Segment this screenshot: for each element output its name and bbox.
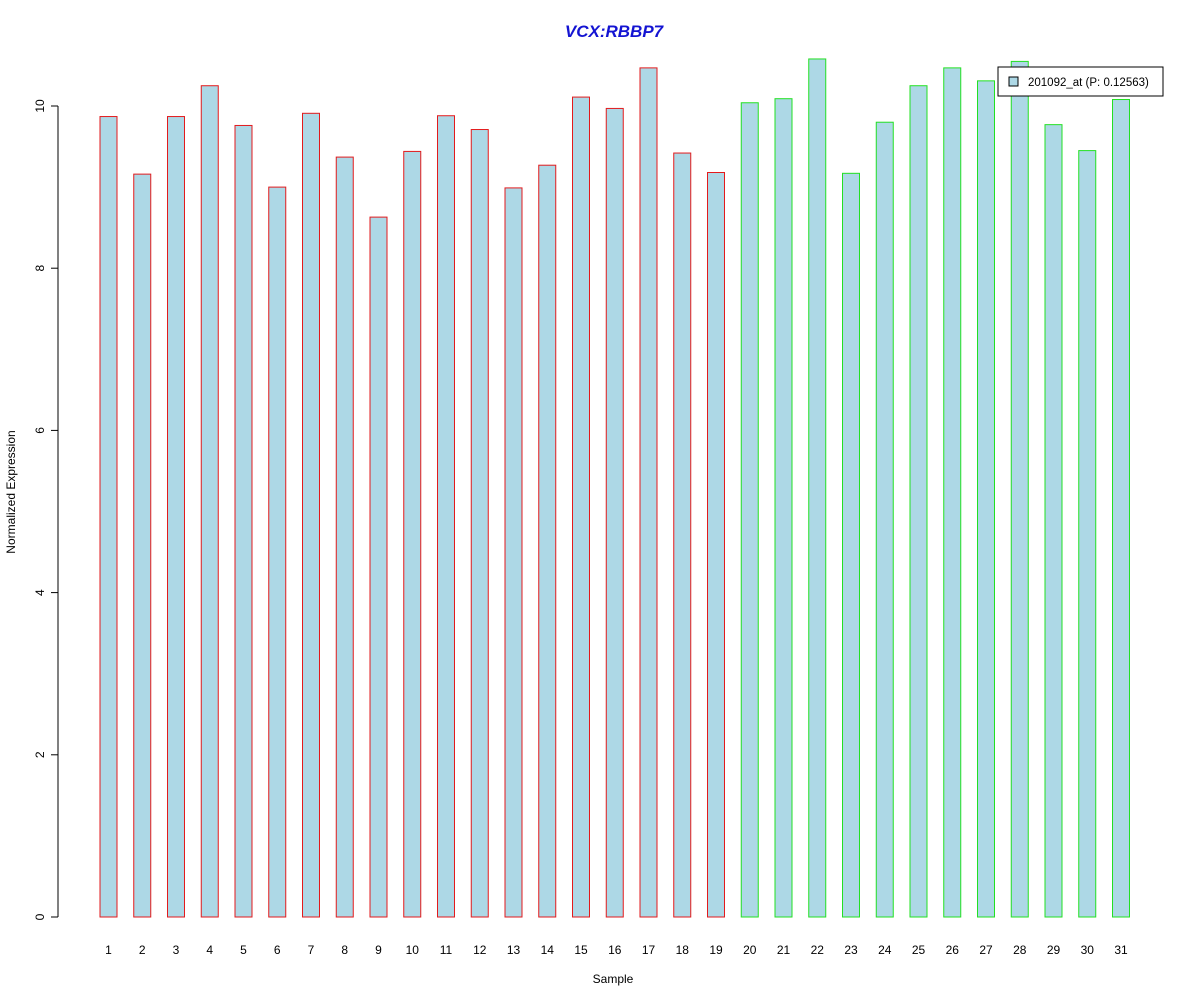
x-tick-label: 3 [173, 943, 180, 957]
x-tick-label: 24 [878, 943, 892, 957]
bar-sample-14 [538, 164, 557, 918]
x-tick-label: 4 [206, 943, 213, 957]
y-tick-label: 2 [33, 751, 47, 758]
y-tick-label: 10 [33, 99, 47, 113]
bar-sample-29 [1044, 124, 1063, 918]
bars-group [99, 58, 1130, 918]
bar-sample-3 [167, 116, 185, 918]
bar-sample-17 [639, 67, 658, 918]
bar-sample-22 [808, 58, 827, 918]
bar-sample-5 [234, 124, 253, 918]
bar-sample-12 [470, 129, 489, 918]
bar-sample-23 [842, 172, 860, 918]
y-axis-title: Normalized Expression [4, 430, 18, 553]
bar-sample-15 [572, 96, 590, 918]
x-tick-label: 1 [105, 943, 112, 957]
bar-sample-7 [302, 112, 320, 918]
y-tick-label: 8 [33, 265, 47, 272]
y-tick-label: 6 [33, 427, 47, 434]
x-tick-label: 17 [642, 943, 656, 957]
y-tick-label: 0 [33, 913, 47, 920]
x-tick-label: 21 [777, 943, 791, 957]
bar-sample-4 [200, 85, 219, 918]
x-tick-label: 28 [1013, 943, 1027, 957]
bar-sample-18 [673, 152, 692, 918]
legend-box [997, 66, 1164, 97]
bar-sample-19 [707, 172, 725, 918]
bar-sample-16 [605, 107, 624, 918]
x-tick-label: 9 [375, 943, 382, 957]
bar-sample-27 [977, 80, 995, 918]
bar-sample-24 [875, 121, 894, 918]
y-tick-label: 4 [33, 589, 47, 596]
x-tick-label: 22 [811, 943, 825, 957]
x-tick-label: 15 [574, 943, 588, 957]
bar-sample-20 [740, 102, 759, 918]
x-tick-label: 20 [743, 943, 757, 957]
bar-sample-13 [504, 187, 523, 918]
x-tick-label: 12 [473, 943, 487, 957]
x-axis-title: Sample [593, 972, 634, 986]
x-tick-label: 27 [979, 943, 993, 957]
x-tick-labels: 1 2 3 4 5 6 7 8 9 10 11 12 13 14 15 16 17 18 19 20 21 22 23 24 2… [105, 943, 1128, 957]
x-tick-label: 16 [608, 943, 622, 957]
legend-swatch [1008, 76, 1019, 87]
y-axis: 0 2 4 6 8 10 [33, 99, 59, 920]
legend: 201092_at (P: 0.12563) [997, 66, 1164, 97]
bar-sample-28 [1010, 60, 1029, 918]
x-tick-label: 29 [1047, 943, 1061, 957]
bar-sample-8 [335, 156, 354, 918]
bar-sample-11 [437, 115, 455, 918]
x-tick-label: 6 [274, 943, 281, 957]
x-tick-label: 18 [676, 943, 690, 957]
bar-sample-9 [369, 216, 388, 918]
chart-title: VCX:RBBP7 [565, 22, 665, 41]
x-tick-label: 10 [406, 943, 420, 957]
x-tick-label: 26 [946, 943, 960, 957]
bar-sample-21 [774, 98, 793, 918]
x-tick-label: 14 [541, 943, 555, 957]
bar-sample-10 [403, 150, 422, 918]
x-tick-label: 13 [507, 943, 521, 957]
x-tick-label: 23 [844, 943, 858, 957]
x-tick-label: 31 [1114, 943, 1128, 957]
x-tick-label: 8 [341, 943, 348, 957]
bar-sample-6 [268, 186, 287, 918]
x-tick-label: 11 [440, 943, 453, 957]
x-tick-label: 30 [1081, 943, 1095, 957]
x-tick-label: 2 [139, 943, 146, 957]
x-tick-label: 19 [709, 943, 723, 957]
bar-sample-2 [133, 173, 152, 918]
bar-sample-25 [909, 85, 928, 918]
bar-sample-30 [1078, 150, 1097, 918]
legend-label: 201092_at (P: 0.12563) [1028, 77, 1149, 89]
x-tick-label: 7 [308, 943, 315, 957]
bar-sample-26 [943, 67, 962, 918]
x-tick-label: 25 [912, 943, 926, 957]
bar-sample-1 [99, 116, 118, 918]
x-tick-label: 5 [240, 943, 247, 957]
bar-sample-31 [1112, 99, 1130, 918]
